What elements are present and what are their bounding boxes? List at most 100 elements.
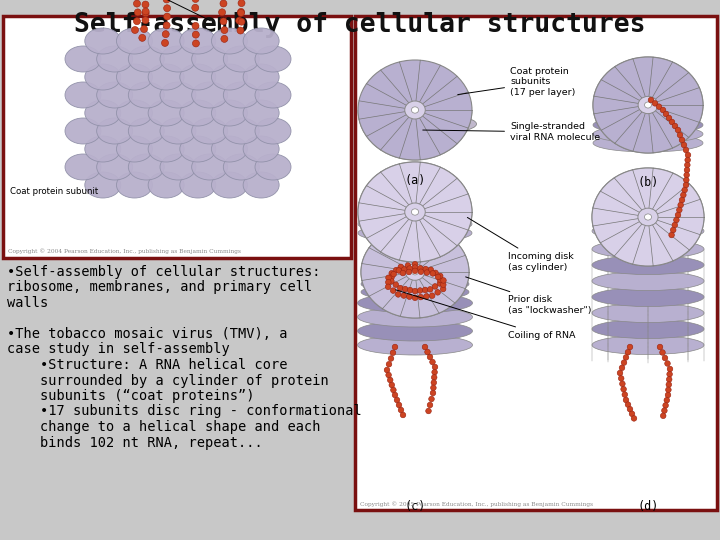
Circle shape — [389, 382, 395, 388]
Circle shape — [432, 369, 438, 375]
Circle shape — [134, 9, 141, 16]
Circle shape — [390, 350, 396, 355]
Circle shape — [395, 292, 401, 297]
Circle shape — [665, 387, 671, 393]
Circle shape — [660, 413, 666, 418]
Circle shape — [396, 268, 402, 273]
Circle shape — [412, 261, 418, 267]
Circle shape — [418, 269, 424, 274]
Circle shape — [390, 387, 396, 393]
Ellipse shape — [638, 208, 658, 226]
Text: (a): (a) — [405, 174, 426, 187]
Circle shape — [163, 5, 171, 12]
Text: Single-stranded
viral RNA molecule: Single-stranded viral RNA molecule — [423, 122, 600, 141]
Circle shape — [139, 35, 145, 42]
Circle shape — [220, 18, 227, 25]
Circle shape — [220, 0, 227, 7]
Circle shape — [438, 273, 443, 279]
Circle shape — [664, 397, 670, 403]
Circle shape — [666, 115, 672, 121]
Circle shape — [402, 286, 408, 292]
Ellipse shape — [65, 154, 101, 180]
Circle shape — [395, 397, 400, 403]
Circle shape — [424, 270, 430, 275]
Circle shape — [657, 344, 663, 350]
Ellipse shape — [180, 136, 216, 162]
Circle shape — [405, 263, 410, 268]
Circle shape — [386, 372, 392, 378]
Circle shape — [435, 289, 441, 295]
Circle shape — [648, 97, 654, 103]
Ellipse shape — [593, 57, 703, 153]
Ellipse shape — [128, 118, 164, 144]
Bar — [3, 16, 351, 258]
Circle shape — [427, 354, 433, 360]
Circle shape — [412, 295, 418, 301]
Ellipse shape — [412, 269, 418, 275]
Ellipse shape — [411, 209, 418, 215]
Ellipse shape — [361, 113, 477, 135]
Circle shape — [675, 212, 681, 218]
Circle shape — [407, 266, 413, 271]
Circle shape — [192, 22, 199, 29]
Ellipse shape — [592, 272, 704, 291]
Ellipse shape — [358, 293, 472, 313]
Ellipse shape — [223, 46, 259, 72]
Circle shape — [437, 277, 443, 282]
Ellipse shape — [180, 28, 216, 54]
Ellipse shape — [243, 64, 279, 90]
Circle shape — [674, 217, 679, 223]
Circle shape — [392, 344, 397, 350]
Circle shape — [672, 123, 678, 129]
Ellipse shape — [412, 269, 418, 275]
Text: (c): (c) — [405, 500, 426, 513]
Circle shape — [163, 0, 170, 3]
Circle shape — [625, 349, 631, 355]
Circle shape — [238, 18, 245, 25]
Circle shape — [436, 274, 441, 280]
Circle shape — [618, 376, 624, 381]
Circle shape — [418, 288, 423, 293]
Circle shape — [663, 111, 669, 117]
Text: Coiling of RNA: Coiling of RNA — [396, 290, 575, 340]
Ellipse shape — [160, 154, 196, 180]
Ellipse shape — [223, 154, 259, 180]
Circle shape — [684, 167, 690, 173]
Ellipse shape — [405, 203, 426, 221]
Circle shape — [133, 0, 140, 7]
Circle shape — [422, 344, 428, 350]
Circle shape — [425, 349, 431, 355]
Circle shape — [432, 284, 438, 289]
Ellipse shape — [212, 64, 248, 90]
Circle shape — [427, 402, 433, 408]
Ellipse shape — [243, 172, 279, 198]
Circle shape — [431, 375, 437, 380]
Circle shape — [142, 17, 149, 24]
Ellipse shape — [358, 162, 472, 262]
Circle shape — [620, 381, 625, 387]
Ellipse shape — [85, 28, 121, 54]
Circle shape — [667, 372, 672, 377]
Circle shape — [192, 4, 199, 11]
Text: Single-stranded
viral RNA molecule: Single-stranded viral RNA molecule — [97, 0, 210, 21]
Circle shape — [621, 360, 627, 366]
Circle shape — [163, 22, 170, 29]
Circle shape — [162, 31, 169, 38]
Text: (b): (b) — [637, 176, 659, 189]
Circle shape — [428, 267, 433, 273]
Text: change to a helical shape and each: change to a helical shape and each — [7, 420, 320, 434]
Text: Coat protein
subunits
(17 per layer): Coat protein subunits (17 per layer) — [458, 67, 575, 97]
Ellipse shape — [96, 154, 132, 180]
Ellipse shape — [192, 154, 228, 180]
Circle shape — [433, 270, 438, 275]
Ellipse shape — [128, 46, 164, 72]
Ellipse shape — [148, 136, 184, 162]
Circle shape — [624, 397, 629, 403]
Circle shape — [431, 380, 436, 386]
Ellipse shape — [117, 172, 153, 198]
Ellipse shape — [243, 28, 279, 54]
Circle shape — [423, 266, 428, 272]
Ellipse shape — [212, 28, 248, 54]
Circle shape — [670, 227, 676, 233]
Circle shape — [389, 279, 394, 284]
